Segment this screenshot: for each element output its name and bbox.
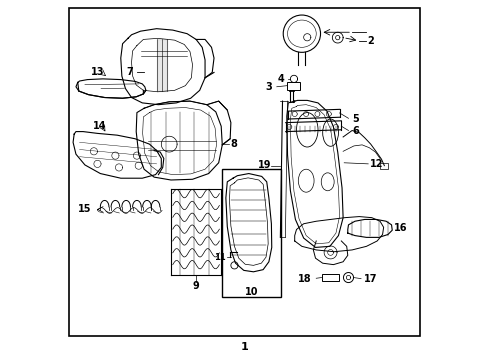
Text: 9: 9 — [192, 281, 199, 291]
Text: 14: 14 — [92, 121, 106, 131]
Bar — [321, 274, 338, 281]
Bar — [222, 169, 281, 297]
Text: 17: 17 — [363, 274, 376, 284]
Text: 16: 16 — [394, 224, 407, 233]
Text: 19: 19 — [257, 160, 271, 170]
Text: 12: 12 — [369, 159, 383, 169]
Text: 15: 15 — [78, 204, 91, 215]
Text: 10: 10 — [244, 287, 258, 297]
Text: 6: 6 — [351, 126, 358, 136]
Bar — [286, 82, 300, 90]
Text: 8: 8 — [230, 139, 237, 149]
Bar — [379, 163, 387, 168]
Text: 11: 11 — [214, 253, 225, 262]
Text: 18: 18 — [298, 274, 311, 284]
Text: 7: 7 — [126, 67, 133, 77]
Text: 2: 2 — [367, 36, 373, 46]
Text: 13: 13 — [91, 67, 104, 77]
Text: 5: 5 — [351, 114, 358, 124]
Text: 3: 3 — [265, 82, 272, 92]
Text: 1: 1 — [240, 342, 248, 352]
Text: 4: 4 — [277, 73, 284, 84]
